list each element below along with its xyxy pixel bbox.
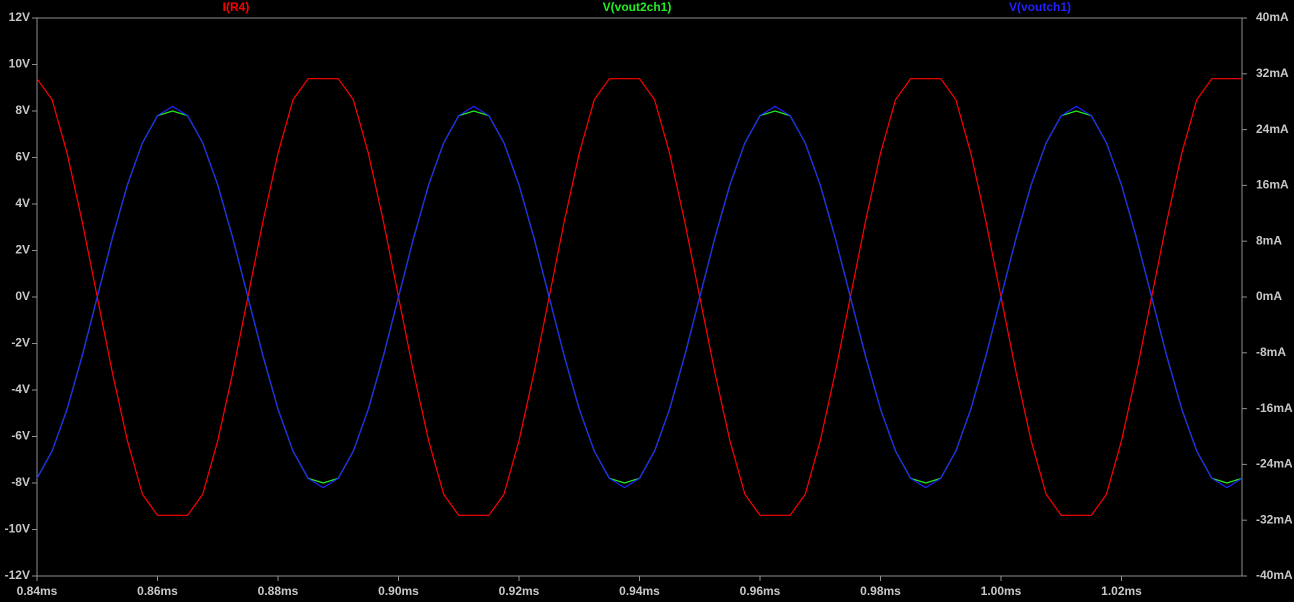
y2-tick-label: 40mA	[1256, 10, 1289, 24]
y2-tick-label: 16mA	[1256, 178, 1289, 192]
x-tick-label: 1.00ms	[981, 584, 1022, 598]
x-tick-label: 0.84ms	[17, 584, 58, 598]
y-tick-label: -8V	[11, 475, 30, 489]
y-tick-label: -2V	[11, 336, 30, 350]
series-line	[36, 105, 1243, 489]
x-tick-label: 0.94ms	[619, 584, 660, 598]
x-tick-label: 1.02ms	[1101, 584, 1142, 598]
y2-tick-label: -40mA	[1256, 568, 1293, 582]
series-line	[36, 78, 1242, 516]
y-tick-label: 10V	[9, 57, 30, 71]
y2-tick-label: -16mA	[1256, 401, 1293, 415]
x-tick-label: 0.96ms	[740, 584, 781, 598]
y2-tick-label: -32mA	[1256, 512, 1293, 526]
x-tick-label: 0.98ms	[860, 584, 901, 598]
y-tick-label: -10V	[5, 522, 30, 536]
y2-tick-label: 8mA	[1256, 233, 1282, 247]
y-tick-label: -6V	[11, 429, 30, 443]
y-tick-label: 2V	[15, 243, 30, 257]
y2-tick-label: -24mA	[1256, 457, 1293, 471]
y2-tick-label: 24mA	[1256, 122, 1289, 136]
x-tick-label: 0.88ms	[258, 584, 299, 598]
y2-tick-label: -8mA	[1256, 345, 1286, 359]
x-tick-label: 0.92ms	[499, 584, 540, 598]
y2-tick-label: 32mA	[1256, 66, 1289, 80]
y-tick-label: -12V	[5, 568, 30, 582]
series-line	[36, 110, 1243, 484]
legend-entry: V(vout2ch1)	[603, 0, 672, 14]
plot-frame	[36, 17, 1243, 577]
y-tick-label: 8V	[15, 103, 30, 117]
y-tick-label: 4V	[15, 196, 30, 210]
y2-tick-label: 0mA	[1256, 289, 1282, 303]
y-tick-label: 0V	[15, 289, 30, 303]
legend-entry: I(R4)	[223, 0, 250, 14]
y-tick-label: 12V	[9, 10, 30, 24]
x-tick-label: 0.90ms	[378, 584, 419, 598]
x-tick-label: 0.86ms	[137, 584, 178, 598]
legend-entry: V(voutch1)	[1009, 0, 1071, 14]
y-tick-label: 6V	[15, 150, 30, 164]
y-tick-label: -4V	[11, 382, 30, 396]
